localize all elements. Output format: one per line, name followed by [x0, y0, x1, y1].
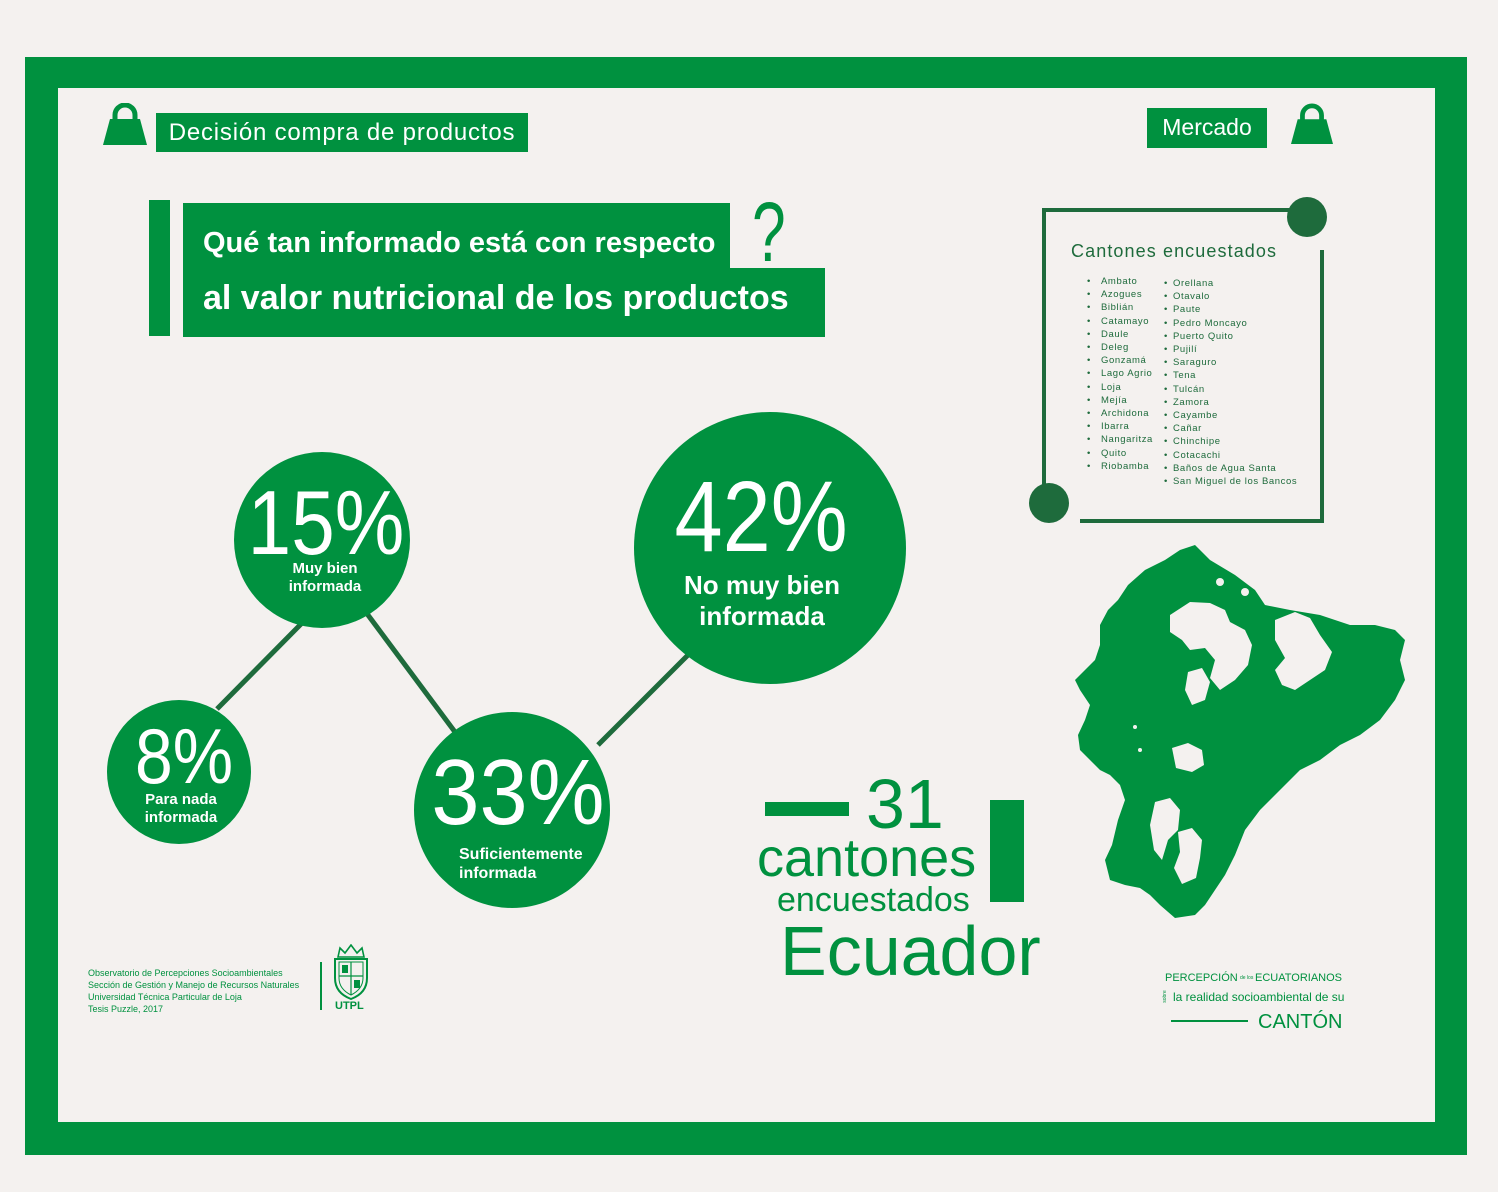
result-label-line: informada — [699, 601, 825, 631]
footer-line: Sección de Gestión y Manejo de Recursos … — [88, 980, 300, 990]
result-label: Suficientemente informada — [459, 845, 583, 883]
footer-line: Observatorio de Percepciones Socioambien… — [88, 968, 283, 978]
frame-corner-dot — [1287, 197, 1327, 237]
category-label-box: Decisión compra de productos — [156, 113, 528, 152]
footer-divider — [320, 962, 322, 1010]
canton-item: Loja — [1085, 381, 1153, 394]
canton-item: Pedro Moncayo — [1161, 317, 1297, 330]
result-bubble-suficientemente — [414, 712, 610, 908]
result-connector-lines — [215, 609, 690, 747]
brand-word-ecuatorianos: ECUATORIANOS — [1255, 972, 1342, 984]
canton-item: Paute — [1161, 303, 1297, 316]
canton-item: Cañar — [1161, 422, 1297, 435]
result-bubble-muy-bien — [234, 452, 410, 628]
canton-item: Tulcán — [1161, 383, 1297, 396]
brand-line: la realidad socioambiental de su — [1173, 990, 1345, 1004]
cantones-frame-left — [1042, 208, 1046, 490]
canton-item: Cayambe — [1161, 409, 1297, 422]
cantones-frame-bottom — [1080, 519, 1324, 523]
result-bubble-no-muy-bien — [634, 412, 906, 684]
question-line-2: al valor nutricional de los productos — [203, 279, 789, 317]
connector-line — [362, 609, 458, 734]
result-label-line: Muy bien — [292, 560, 358, 577]
cantones-frame-top — [1042, 208, 1290, 212]
canton-item: Baños de Agua Santa — [1161, 462, 1297, 475]
result-bubble-para-nada — [107, 700, 251, 844]
brand-connector: sobre — [1161, 990, 1168, 1003]
result-value: 15% — [247, 473, 405, 574]
canton-item: Biblián — [1085, 301, 1153, 314]
canton-item: Quito — [1085, 447, 1153, 460]
result-label: No muy bien informada — [662, 570, 862, 632]
brand-connector: de los — [1240, 975, 1254, 981]
question-mark: ? — [752, 185, 786, 279]
canton-item: Azogues — [1085, 288, 1153, 301]
cantones-frame-right — [1320, 250, 1324, 523]
summary-vertical-bar — [990, 800, 1024, 902]
canton-item: Daule — [1085, 328, 1153, 341]
canton-item: San Miguel de los Bancos — [1161, 475, 1297, 488]
cantones-count: 31 — [866, 765, 944, 843]
connector-line — [215, 620, 305, 711]
canton-item: Catamayo — [1085, 315, 1153, 328]
canton-item: Riobamba — [1085, 460, 1153, 473]
result-label-line: informada — [144, 809, 218, 826]
canton-item: Chinchipe — [1161, 435, 1297, 448]
utpl-logo-text: UTPL — [335, 1000, 364, 1012]
result-label-line: informada — [459, 865, 537, 882]
summary-line-1: cantones — [757, 828, 977, 888]
canton-item: Pujilí — [1161, 343, 1297, 356]
summary-line-2: encuestados — [777, 881, 970, 919]
cantones-list-column-2: OrellanaOtavaloPautePedro MoncayoPuerto … — [1161, 277, 1297, 488]
canton-item: Otavalo — [1161, 290, 1297, 303]
canton-item: Tena — [1161, 369, 1297, 382]
brand-word-canton: CANTÓN — [1258, 1011, 1343, 1033]
question-line-1: Qué tan informado está con respecto — [203, 227, 716, 259]
section-label-box: Mercado — [1147, 108, 1267, 148]
summary-accent-bar — [765, 802, 849, 816]
brand-word-percepcion: PERCEPCIÓN — [1165, 972, 1238, 984]
question-accent-bar — [149, 200, 170, 336]
result-label: Para nada informada — [101, 791, 261, 827]
shopping-bag-icon — [1291, 103, 1333, 145]
canton-item: Lago Agrio — [1085, 367, 1153, 380]
result-label-line: No muy bien — [683, 570, 840, 600]
canton-item: Puerto Quito — [1161, 330, 1297, 343]
canton-item: Orellana — [1161, 277, 1297, 290]
country-name: Ecuador — [780, 912, 1041, 990]
utpl-shield-icon — [334, 944, 368, 1000]
canton-item: Gonzamá — [1085, 354, 1153, 367]
footer-line: Universidad Técnica Particular de Loja — [88, 992, 242, 1002]
result-label-line: Para nada — [145, 791, 217, 808]
ecuador-map — [1075, 545, 1405, 918]
cantones-list-column-1: AmbatoAzoguesBibliánCatamayoDauleDelegGo… — [1085, 275, 1153, 473]
canton-item: Cotacachi — [1161, 449, 1297, 462]
cantones-title: Cantones encuestados — [1071, 241, 1278, 261]
footer-line: Tesis Puzzle, 2017 — [88, 1004, 164, 1014]
canton-item: Deleg — [1085, 341, 1153, 354]
canton-item: Archidona — [1085, 407, 1153, 420]
canton-item: Nangaritza — [1085, 433, 1153, 446]
connector-line — [596, 653, 690, 747]
brand-rule — [1171, 1020, 1248, 1022]
shopping-bag-icon — [103, 103, 147, 145]
result-label-line: Suficientemente — [459, 846, 583, 863]
canton-item: Saraguro — [1161, 356, 1297, 369]
footer-credits: Observatorio de Percepciones Socioambien… — [88, 967, 299, 1015]
category-label: Decisión compra de productos — [168, 119, 516, 146]
result-value: 8% — [134, 712, 234, 800]
result-value: 33% — [431, 740, 605, 844]
result-label: Muy bien informada — [245, 560, 405, 596]
result-value: 42% — [674, 461, 848, 573]
canton-item: Ambato — [1085, 275, 1153, 288]
frame-corner-dot — [1029, 483, 1069, 523]
result-label-line: informada — [288, 578, 362, 595]
canton-item: Zamora — [1161, 396, 1297, 409]
canton-item: Mejía — [1085, 394, 1153, 407]
question-box-bottom — [183, 268, 825, 337]
question-box-top — [183, 203, 730, 270]
canton-item: Ibarra — [1085, 420, 1153, 433]
section-label: Mercado — [1162, 114, 1252, 140]
